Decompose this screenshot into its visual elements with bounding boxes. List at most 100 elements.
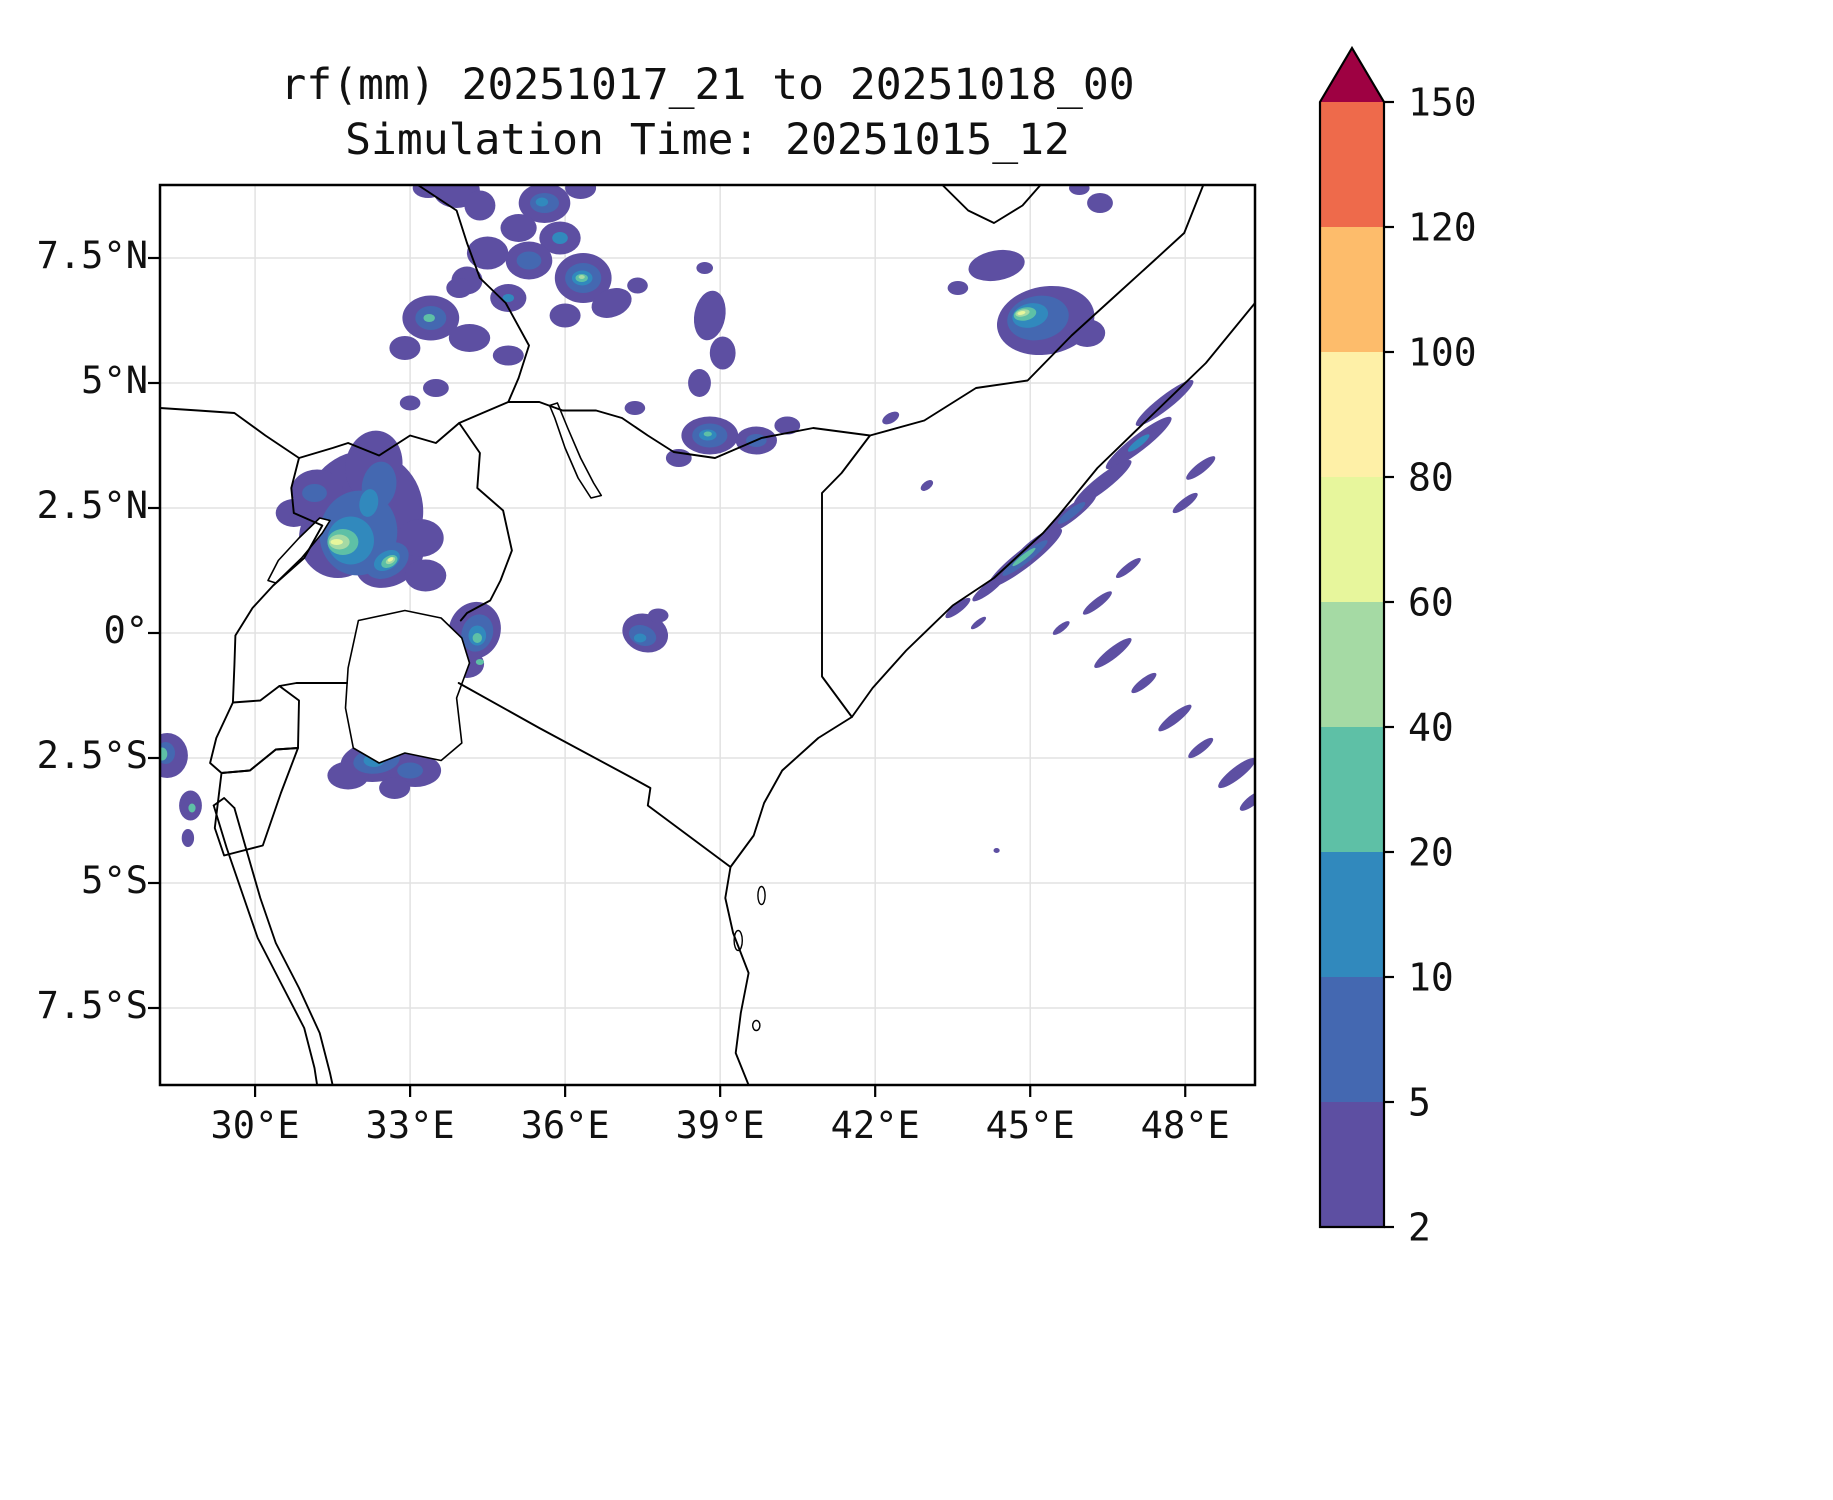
x-tick-label: 42°E: [830, 1104, 920, 1147]
rain-cell: [945, 597, 971, 619]
x-tick-label: 45°E: [985, 1104, 1075, 1147]
rain-cell: [647, 608, 669, 623]
colorbar-tick-label: 100: [1408, 330, 1477, 374]
colorbar-tick-label: 10: [1408, 955, 1454, 999]
colorbar-tick-label: 120: [1408, 205, 1477, 249]
x-tick-label: 33°E: [365, 1104, 455, 1147]
rain-cell: [379, 777, 411, 799]
colorbar-segment: [1320, 727, 1384, 852]
rain-cell: [404, 559, 447, 592]
y-tick-label: 2.5°S: [36, 734, 148, 777]
y-tick-label: 2.5°N: [36, 484, 148, 527]
rain-cell: [1127, 434, 1150, 452]
rain-cell: [703, 431, 712, 437]
border-line: [416, 185, 530, 403]
rain-cell: [1172, 492, 1198, 514]
rain-cell: [1012, 547, 1036, 567]
rain-cell: [1094, 638, 1132, 668]
rain-cell: [359, 489, 379, 517]
y-tick-label: 5°S: [81, 859, 148, 902]
x-tick-label: 36°E: [520, 1104, 610, 1147]
colorbar: 2 5 10 20 40 60 80 100 120 150: [1318, 45, 1477, 1249]
rain-cell: [448, 324, 491, 352]
colorbar-segment: [1320, 477, 1384, 602]
rain-cell: [472, 633, 482, 643]
rain-cell: [709, 336, 736, 370]
x-tick-label: 30°E: [210, 1104, 300, 1147]
rain-cell: [1073, 459, 1132, 507]
rain-cell: [1057, 502, 1086, 524]
rain-cell: [423, 379, 449, 397]
rain-cell: [972, 574, 1006, 602]
rain-cell: [774, 416, 801, 435]
x-tick-label: 39°E: [675, 1104, 765, 1147]
chart-title: rf(mm) 20251017_21 to 20251018_00: [280, 60, 1135, 110]
island-outline: [752, 1019, 761, 1032]
rain-cell: [475, 659, 484, 665]
rain-cell: [535, 197, 549, 207]
rain-cell: [565, 185, 597, 199]
colorbar-extend-triangle: [1320, 48, 1384, 102]
border-line: [724, 302, 1255, 1085]
chart-title-block: rf(mm) 20251017_21 to 20251018_00 Simula…: [160, 58, 1255, 168]
rain-cell: [1131, 672, 1157, 694]
rain-cell: [387, 557, 394, 562]
colorbar-segment: [1320, 1102, 1384, 1227]
colorbar-tick-label: 20: [1408, 830, 1454, 874]
rain-cell: [578, 275, 585, 279]
border-line: [941, 185, 1042, 224]
rain-cell: [968, 249, 1025, 282]
rain-cell: [397, 519, 444, 557]
border-line: [278, 682, 349, 687]
border-line: [869, 185, 1205, 437]
rain-cell: [665, 449, 692, 467]
rain-cell: [397, 762, 423, 779]
rain-cell: [591, 288, 632, 318]
colorbar-segment: [1320, 227, 1384, 352]
rain-cell: [993, 848, 1000, 853]
border-line: [458, 422, 513, 622]
rain-cell: [882, 411, 900, 425]
rain-cell: [1017, 311, 1026, 315]
colorbar-segment: [1320, 102, 1384, 227]
island-outline: [733, 929, 744, 952]
rain-cell: [160, 747, 168, 761]
colorbar-tick-label: 150: [1408, 80, 1477, 124]
rain-cell: [627, 277, 648, 294]
island-outline: [757, 885, 766, 906]
colorbar-segment: [1320, 852, 1384, 977]
colorbar-tick-label: 40: [1408, 705, 1454, 749]
rain-cell: [330, 539, 343, 545]
rain-cell: [552, 232, 568, 244]
rain-cell: [302, 484, 327, 502]
rain-cell: [696, 262, 713, 274]
y-tick-label: 5°N: [81, 359, 148, 402]
rain-cell: [423, 314, 435, 322]
border-line: [160, 401, 871, 459]
colorbar-tick-label: 60: [1408, 580, 1454, 624]
colorbar-outline: [1318, 45, 1386, 1229]
rain-cell: [1087, 193, 1113, 213]
rain-cell: [1069, 319, 1106, 347]
border-line: [231, 457, 324, 704]
rain-cell: [1082, 591, 1112, 615]
rain-cell: [1069, 185, 1090, 195]
rain-cell: [466, 236, 509, 270]
border-line: [457, 682, 732, 868]
rain-cell: [464, 190, 496, 221]
rain-cell: [492, 345, 524, 366]
rain-cell: [181, 829, 195, 847]
y-tick-label: 0°: [103, 609, 148, 652]
rain-cell: [920, 480, 934, 491]
rain-cell: [399, 395, 421, 411]
chart-subtitle: Simulation Time: 20251015_12: [345, 115, 1070, 166]
map-canvas: [148, 183, 1257, 1097]
border-line: [212, 797, 236, 809]
rain-cell: [633, 633, 647, 643]
rain-cell: [1218, 757, 1255, 789]
map-layers: [160, 185, 1255, 1085]
colorbar-tick-label: 2: [1408, 1205, 1431, 1249]
lake-outline: [548, 402, 603, 499]
rain-cell: [502, 294, 514, 302]
y-tick-label: 7.5°S: [36, 984, 148, 1027]
